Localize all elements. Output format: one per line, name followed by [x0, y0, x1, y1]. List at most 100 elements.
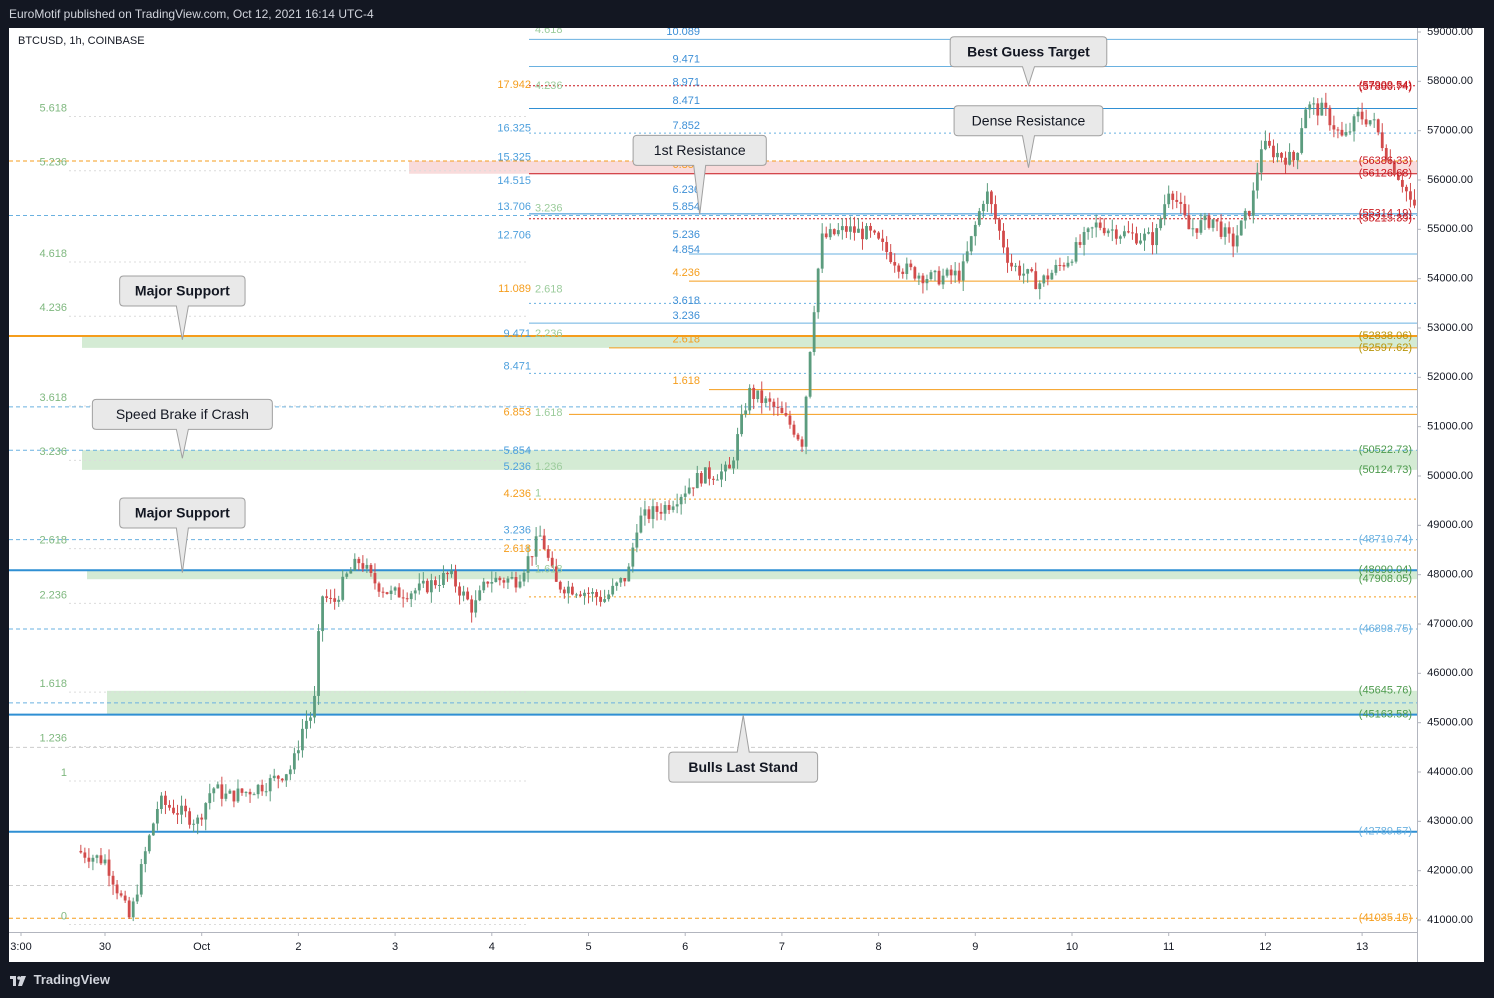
candle-body [752, 387, 756, 400]
price-level-label: (45163.58) [1359, 709, 1412, 721]
candle-body [228, 790, 232, 794]
candle [446, 571, 449, 582]
chart-area[interactable]: 5.618 5.236 4.618 4.236 3.618 3.236 2.618 2.236… [9, 28, 1484, 962]
candle-body [446, 572, 449, 575]
fib-label-left: 3.236 [39, 446, 67, 458]
candle [429, 573, 433, 603]
candle-body [425, 580, 429, 593]
candle-body [151, 823, 155, 836]
callout-bulls-last-stand[interactable] [668, 715, 819, 783]
candle [502, 577, 506, 589]
candle-body [317, 631, 320, 696]
candle-body [417, 583, 421, 591]
price-level-label: (45645.76) [1359, 685, 1412, 697]
candle-body [1167, 193, 1171, 205]
candle [720, 463, 723, 488]
candle-body [454, 570, 457, 587]
candle-body [780, 407, 784, 414]
candle-body [800, 439, 804, 447]
brand-name: TradingView [33, 972, 110, 987]
candle [643, 500, 647, 526]
candle-body [1086, 228, 1090, 233]
candle [357, 556, 361, 571]
candle-body [1332, 125, 1336, 130]
candle [474, 590, 478, 618]
candle [1364, 109, 1368, 127]
callout-speed-brake-if-crash[interactable] [91, 398, 273, 459]
candle [1239, 220, 1243, 236]
candle-body [655, 506, 659, 512]
candle-body [1062, 265, 1066, 267]
candle-body [905, 263, 909, 274]
tradingview-logo[interactable]: TradingView [10, 962, 110, 998]
candle-body [220, 784, 224, 799]
candle-body [728, 464, 731, 469]
candle [135, 884, 139, 905]
candle-body [1199, 220, 1203, 233]
candle-body [1163, 204, 1167, 219]
candle-body [917, 275, 921, 279]
candle-body [732, 460, 735, 469]
candle [1223, 223, 1227, 245]
candle [679, 494, 683, 515]
callout-dense-resistance[interactable] [953, 105, 1104, 168]
candle [341, 569, 345, 602]
callout-1st-resistance[interactable] [632, 134, 767, 215]
candle-body [792, 424, 796, 435]
candle [1131, 223, 1134, 240]
candle-body [1324, 102, 1328, 108]
callout-best-guess-target[interactable] [949, 36, 1108, 87]
candle-body [462, 591, 465, 596]
candle [929, 269, 933, 281]
candle-body [1159, 218, 1163, 229]
candle [780, 401, 784, 414]
candle-body [470, 599, 474, 613]
candle-body [921, 275, 925, 284]
candle [1380, 123, 1384, 152]
candle [1187, 204, 1191, 230]
candle [1022, 263, 1026, 284]
callout-major-support[interactable] [119, 497, 246, 573]
candle-body [740, 414, 744, 435]
candle [1139, 233, 1142, 245]
candle [1078, 234, 1082, 248]
fib-label-mid-orange: 4.236 [503, 488, 531, 500]
candle [438, 574, 441, 592]
y-tick-label: 57000.00 [1427, 125, 1473, 137]
candle [981, 200, 985, 219]
candle [728, 457, 731, 469]
candle [889, 244, 893, 264]
candle-body [784, 413, 788, 416]
candle [208, 783, 212, 810]
chart-svg[interactable]: 5.618 5.236 4.618 4.236 3.618 3.236 2.618 2.236… [9, 28, 1484, 962]
callout-text: Major Support [135, 505, 230, 521]
publish-text: EuroMotif published on TradingView.com, … [9, 7, 374, 21]
symbol-label: BTCUSD, 1h, COINBASE [18, 35, 145, 47]
candle [494, 571, 498, 583]
candle-body [361, 563, 365, 569]
candle [1231, 227, 1235, 258]
candle [913, 265, 917, 281]
candle-body [877, 232, 880, 239]
candle [1259, 140, 1263, 181]
candle-body [889, 251, 893, 263]
candle [804, 395, 808, 455]
candle [784, 402, 788, 417]
candle-body [603, 599, 607, 602]
candle [466, 587, 470, 601]
candle-body [836, 230, 840, 235]
candle-body [546, 549, 550, 558]
candle-body [1002, 230, 1005, 248]
zone-major-support-lower [87, 570, 1417, 580]
candle [953, 262, 957, 283]
candle-body [284, 774, 288, 781]
candle [1171, 190, 1175, 210]
candle-body [172, 807, 175, 814]
candle [1340, 121, 1344, 137]
callout-major-support[interactable] [119, 275, 246, 340]
price-level-label: (52597.62) [1359, 342, 1412, 354]
candle-body [631, 547, 635, 567]
candle [373, 563, 377, 590]
candle-body [1082, 232, 1086, 245]
x-tick-label: 2 [295, 941, 301, 953]
